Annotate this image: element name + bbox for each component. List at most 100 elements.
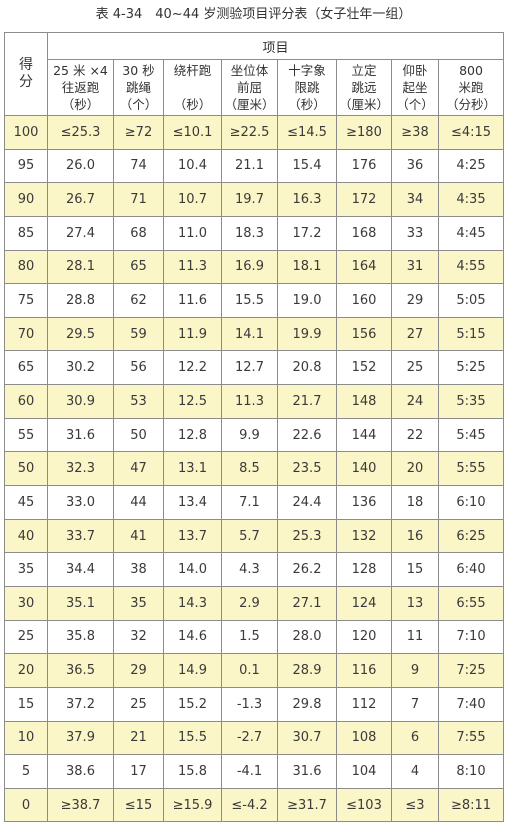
table-body: 100 ≤25.3 ≥72 ≤10.1 ≥22.5 ≤14.5 ≥180 ≥38 ≤4:15 95… xyxy=(4,115,505,822)
table-cell: 13.1 xyxy=(163,451,222,487)
table-cell: 6:55 xyxy=(437,585,505,621)
table-cell: 34 xyxy=(391,182,439,217)
table-cell: 7 xyxy=(391,686,439,722)
table-cell: 74 xyxy=(113,148,164,184)
table-cell: 59 xyxy=(113,316,164,352)
item-header-3: 绕杆跑 （秒） xyxy=(163,59,222,116)
table-cell: 11 xyxy=(391,619,439,655)
table-cell: 15.4 xyxy=(277,148,337,184)
table-cell: 4:25 xyxy=(437,148,505,184)
table-cell: 62 xyxy=(113,283,164,318)
table-row: 100 ≤25.3 ≥72 ≤10.1 ≥22.5 ≤14.5 ≥180 ≥38 ≤4:15 xyxy=(4,115,505,150)
table-cell: ≤4:15 xyxy=(437,115,505,150)
table-cell: ≤-4.2 xyxy=(221,787,278,822)
table-cell: 14.1 xyxy=(221,316,278,352)
table-cell: 30.7 xyxy=(277,720,337,756)
table-cell: 7:25 xyxy=(437,653,505,688)
table-cell: 29 xyxy=(113,653,164,688)
score-cell: 65 xyxy=(4,350,48,386)
table-cell: 68 xyxy=(113,215,164,251)
table-cell: ≤25.3 xyxy=(47,115,114,150)
item-header-line: （秒） xyxy=(61,97,100,112)
table-cell: 7:10 xyxy=(437,619,505,655)
score-cell: 50 xyxy=(4,451,48,487)
table-cell: 17 xyxy=(113,754,164,789)
table-row: 5 38.6 17 15.8 -4.1 31.6 104 4 8:10 xyxy=(4,754,505,789)
item-header-line: 限跳 xyxy=(294,80,320,95)
table-row: 40 33.7 41 13.7 5.7 25.3 132 16 6:25 xyxy=(4,518,505,554)
table-cell: 31.6 xyxy=(277,754,337,789)
table-cell: 26.7 xyxy=(47,182,114,217)
item-header-line: （个） xyxy=(119,97,158,112)
score-cell: 0 xyxy=(4,787,48,822)
score-cell: 5 xyxy=(4,754,48,789)
item-header-4: 坐位体 前屈 （厘米） xyxy=(221,59,278,116)
table-cell: 15.8 xyxy=(163,754,222,789)
table-cell: 2.9 xyxy=(221,585,278,621)
table-cell: 156 xyxy=(336,316,392,352)
item-header-line: 跳远 xyxy=(351,80,377,95)
table-cell: 38 xyxy=(113,552,164,587)
table-cell: 32.3 xyxy=(47,451,114,487)
table-cell: 13.7 xyxy=(163,518,222,554)
table-cell: 15.5 xyxy=(221,283,278,318)
table-cell: 12.8 xyxy=(163,417,222,453)
table-cell: 172 xyxy=(336,182,392,217)
item-header-line: 仰卧 xyxy=(402,63,428,78)
table-cell: 27 xyxy=(391,316,439,352)
table-cell: 23.5 xyxy=(277,451,337,487)
table-cell: 25 xyxy=(391,350,439,386)
table-cell: 29 xyxy=(391,283,439,318)
item-header-line: 往返跑 xyxy=(61,80,100,95)
item-header-line: 30 秒 xyxy=(122,63,155,78)
item-header-2: 30 秒跳绳 （个） xyxy=(113,59,164,116)
table-cell: ≥15.9 xyxy=(163,787,222,822)
table-cell: 50 xyxy=(113,417,164,453)
table-cell: ≤103 xyxy=(336,787,392,822)
table-row: 95 26.0 74 10.4 21.1 15.4 176 36 4:25 xyxy=(4,148,505,184)
score-cell: 55 xyxy=(4,417,48,453)
table-row: 65 30.2 56 12.2 12.7 20.8 152 25 5:25 xyxy=(4,350,505,386)
table-cell: 11.3 xyxy=(163,249,222,285)
table-cell: 7:40 xyxy=(437,686,505,722)
table-row: 45 33.0 44 13.4 7.1 24.4 136 18 6:10 xyxy=(4,485,505,520)
table-cell: 28.0 xyxy=(277,619,337,655)
table-cell: ≥22.5 xyxy=(221,115,278,150)
table-cell: 19.0 xyxy=(277,283,337,318)
table-cell: 13 xyxy=(391,585,439,621)
table-row: 90 26.7 71 10.7 19.7 16.3 172 34 4:35 xyxy=(4,182,505,217)
table-cell: 9 xyxy=(391,653,439,688)
score-cell: 20 xyxy=(4,653,48,688)
table-cell: 71 xyxy=(113,182,164,217)
table-row: 70 29.5 59 11.9 14.1 19.9 156 27 5:15 xyxy=(4,316,505,352)
table-cell: 18.1 xyxy=(277,249,337,285)
table-cell: 4 xyxy=(391,754,439,789)
table-cell: -2.7 xyxy=(221,720,278,756)
table-cell: 33 xyxy=(391,215,439,251)
table-cell: 116 xyxy=(336,653,392,688)
table-cell: 21.1 xyxy=(221,148,278,184)
score-header-line-1: 得 xyxy=(19,57,33,73)
table-row: 60 30.9 53 12.5 11.3 21.7 148 24 5:35 xyxy=(4,384,505,419)
table-cell: 65 xyxy=(113,249,164,285)
table-cell: 21.7 xyxy=(277,384,337,419)
table-cell: 41 xyxy=(113,518,164,554)
item-header-line: （分秒） xyxy=(446,97,497,112)
score-cell: 85 xyxy=(4,215,48,251)
table-cell: 6:40 xyxy=(437,552,505,587)
table-cell: 176 xyxy=(336,148,392,184)
table-cell: ≥38 xyxy=(391,115,439,150)
table-cell: 12.7 xyxy=(221,350,278,386)
table-cell: 33.7 xyxy=(47,518,114,554)
table-cell: ≤3 xyxy=(391,787,439,822)
table-cell: 22.6 xyxy=(277,417,337,453)
table-cell: 4:55 xyxy=(437,249,505,285)
item-header-6: 立定 跳远 （厘米） xyxy=(336,59,392,116)
table-row: 55 31.6 50 12.8 9.9 22.6 144 22 5:45 xyxy=(4,417,505,453)
table-cell: 6 xyxy=(391,720,439,756)
score-cell: 75 xyxy=(4,283,48,318)
table-cell: 7.1 xyxy=(221,485,278,520)
item-header-line: 前屈 xyxy=(236,80,262,95)
table-cell: 5:55 xyxy=(437,451,505,487)
table-row: 20 36.5 29 14.9 0.1 28.9 116 9 7:25 xyxy=(4,653,505,688)
